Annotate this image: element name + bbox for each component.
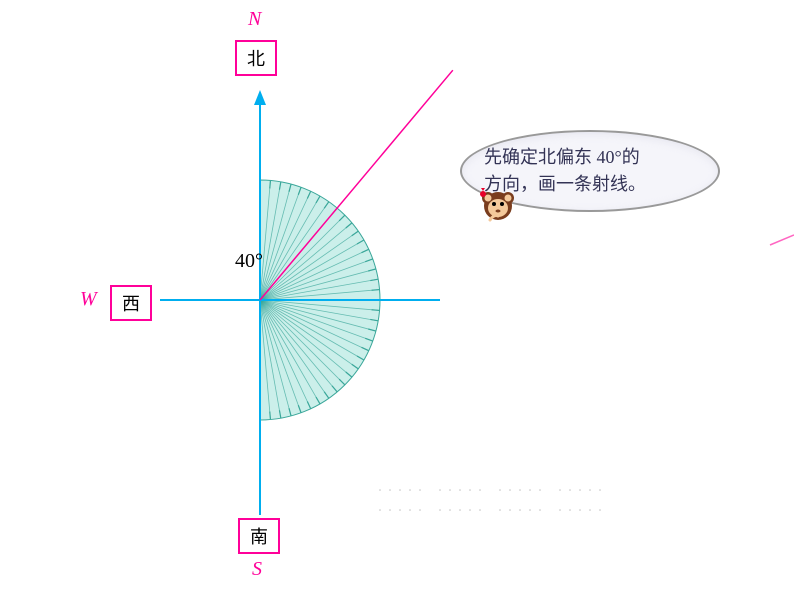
west-letter: W bbox=[80, 288, 97, 311]
speech-line1: 先确定北偏东 40°的 bbox=[484, 147, 640, 167]
angle-label: 40° bbox=[235, 250, 263, 273]
south-letter: S bbox=[252, 558, 262, 581]
compass-diagram: N 北 南 S W 西 40° 先确定北偏东 40°的 方向，画一条射线。 bbox=[0, 0, 794, 596]
north-letter: N bbox=[248, 8, 261, 31]
west-hanzi: 西 bbox=[122, 294, 140, 314]
south-hanzi-box: 南 bbox=[238, 518, 280, 554]
north-hanzi-box: 北 bbox=[235, 40, 277, 76]
monkey-icon bbox=[478, 186, 518, 226]
south-hanzi: 南 bbox=[250, 527, 268, 547]
west-hanzi-box: 西 bbox=[110, 285, 152, 321]
north-hanzi: 北 bbox=[247, 49, 265, 69]
